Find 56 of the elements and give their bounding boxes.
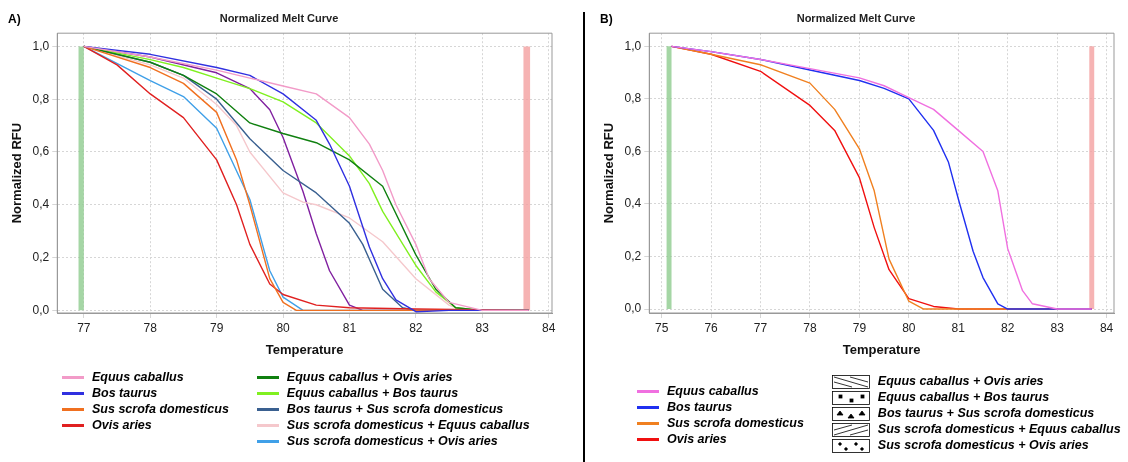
x-axis-title: Temperature <box>265 341 344 357</box>
y-tick-label: 0,0 <box>624 301 642 316</box>
legend-label: Sus scrofa domesticus + Equus caballus <box>286 418 530 433</box>
legend-label: Sus scrofa domesticus <box>92 402 229 417</box>
legend-label: Equus caballus + Bos taurus <box>286 386 459 401</box>
legend-label: Sus scrofa domesticus <box>667 416 804 431</box>
y-axis-title: Normalized RFU <box>9 122 25 224</box>
y-tick-label: 0,6 <box>32 144 50 159</box>
legend-label: Ovis aries <box>92 418 152 433</box>
legend-label: Sus scrofa domesticus + Ovis aries <box>286 434 498 449</box>
x-tick-label: 80 <box>276 320 291 335</box>
chart-title: Normalized Melt Curve <box>219 11 339 24</box>
x-tick-label: 84 <box>1099 320 1114 335</box>
x-tick-label: 81 <box>951 320 966 335</box>
text: Equus caballus + Ovis aries <box>877 374 1044 389</box>
x-tick-label: 77 <box>77 320 91 335</box>
text: Equus caballus + Bos taurus <box>877 390 1050 405</box>
y-axis-title: Normalized RFU <box>601 122 617 224</box>
text: B) <box>600 12 613 26</box>
y-tick-label: 0,2 <box>624 248 642 263</box>
legend-label: Bos taurus <box>92 386 158 401</box>
text: Bos taurus + Sus scrofa domesticus <box>877 406 1095 421</box>
x-axis-title: Temperature <box>842 341 921 357</box>
text: A) <box>8 12 21 26</box>
chart-title: Normalized Melt Curve <box>796 11 916 24</box>
y-tick-label: 1,0 <box>624 38 642 53</box>
x-tick-label: 82 <box>1001 320 1015 335</box>
legend-label: Equus caballus <box>92 370 184 385</box>
y-tick-label: 0,6 <box>624 143 642 158</box>
x-tick-label: 77 <box>753 320 768 335</box>
y-tick-label: 1,0 <box>32 38 50 53</box>
y-tick-label: 0,8 <box>624 91 642 106</box>
x-tick-label: 76 <box>704 320 719 335</box>
x-tick-label: 83 <box>1050 320 1065 335</box>
legend-label: Ovis aries <box>667 432 727 447</box>
y-tick-label: 0,8 <box>32 91 50 106</box>
x-tick-label: 75 <box>654 320 669 335</box>
x-tick-label: 78 <box>803 320 817 335</box>
y-tick-label: 0,2 <box>32 249 50 264</box>
x-tick-label: 80 <box>902 320 916 335</box>
y-tick-label: 0,4 <box>32 197 50 212</box>
legend-label: Equus caballus + Ovis aries <box>286 370 453 385</box>
x-tick-label: 78 <box>143 320 158 335</box>
x-tick-label: 81 <box>342 320 357 335</box>
y-tick-label: 0,0 <box>32 302 50 317</box>
legend-label: Bos taurus + Sus scrofa domesticus <box>286 402 504 417</box>
x-tick-label: 79 <box>852 320 867 335</box>
text: Sus scrofa domesticus + Ovis aries <box>877 438 1089 453</box>
legend-label: Equus caballus <box>667 384 759 399</box>
x-tick-label: 83 <box>475 320 490 335</box>
x-tick-label: 79 <box>209 320 224 335</box>
x-tick-label: 84 <box>542 320 556 335</box>
legend-label: Bos taurus <box>667 400 733 415</box>
text: Sus scrofa domesticus + Equus caballus <box>877 422 1121 437</box>
y-tick-label: 0,4 <box>624 196 642 211</box>
x-tick-label: 82 <box>409 320 423 335</box>
